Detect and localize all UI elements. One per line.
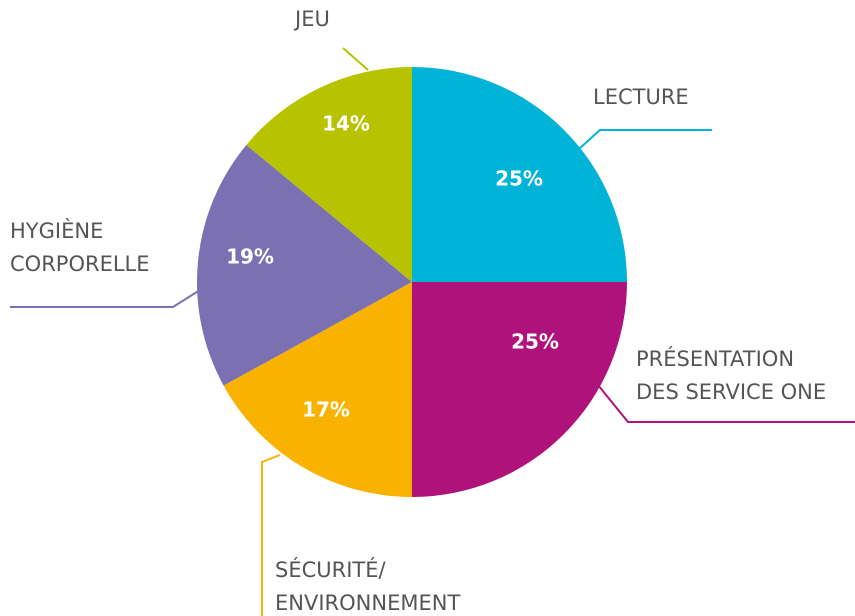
pie-slice (223, 282, 412, 497)
category-label: LECTURE (593, 85, 689, 109)
category-label-line: SÉCURITÉ/ (275, 557, 387, 582)
value-label: 19% (226, 245, 274, 269)
leader-line (579, 129, 712, 149)
category-label-line: DES SERVICE ONE (636, 380, 826, 404)
pie-slice (197, 144, 412, 386)
category-label: JEU (293, 7, 330, 31)
pie-slice (412, 67, 627, 282)
pie-slice (412, 282, 627, 497)
value-label: 17% (302, 398, 350, 422)
category-label: PRÉSENTATION DES SERVICE ONE (636, 346, 826, 404)
category-label-line: CORPORELLE (10, 252, 150, 276)
value-label: 25% (511, 330, 559, 354)
leader-line (261, 454, 281, 616)
category-label-line: PRÉSENTATION (636, 346, 794, 371)
leader-line (342, 47, 369, 71)
category-label-line: ENVIRONNEMENT (275, 591, 460, 615)
category-label: SÉCURITÉ/ENVIRONNEMENT (275, 557, 460, 615)
category-label: HYGIÈNE CORPORELLE (10, 218, 150, 276)
pie-slice (246, 67, 412, 282)
category-label-line: HYGIÈNE (10, 218, 103, 243)
leader-line (597, 384, 855, 423)
value-label: 14% (322, 112, 370, 136)
category-label-line: JEU (293, 7, 330, 31)
category-label-line: LECTURE (593, 85, 689, 109)
value-label: 25% (495, 167, 543, 191)
leader-line (10, 289, 201, 308)
